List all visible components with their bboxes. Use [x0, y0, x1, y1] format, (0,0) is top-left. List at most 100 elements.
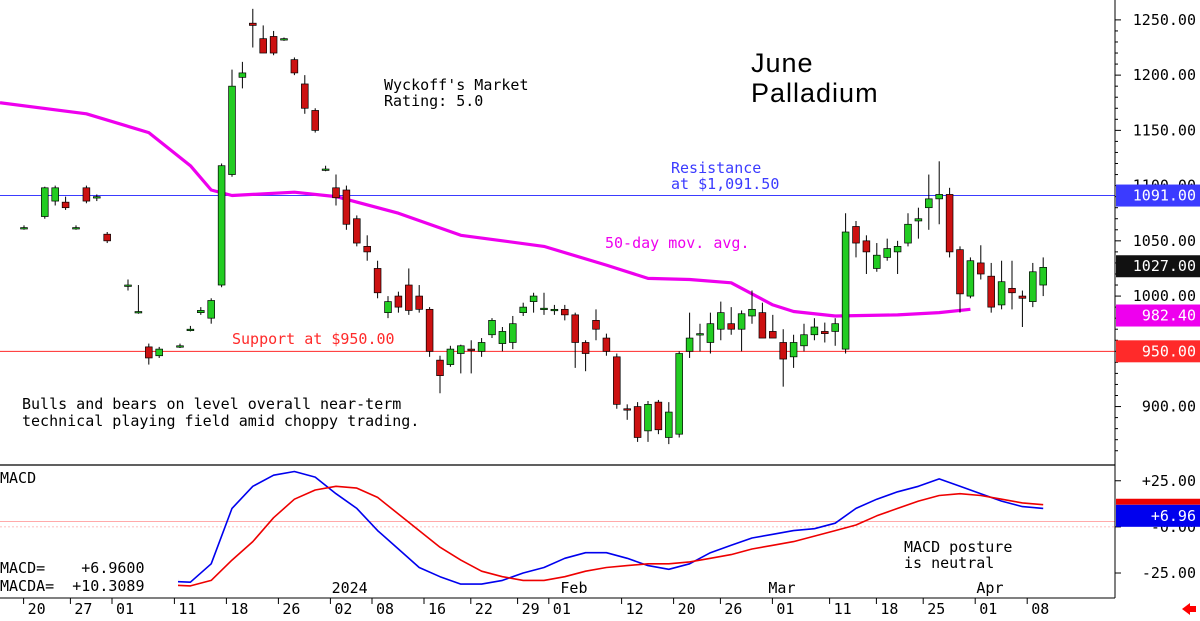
commentary-line-2: technical playing field amid choppy trad… — [22, 412, 419, 430]
date-axis-label: 20 — [678, 600, 696, 618]
date-axis-label: 11 — [178, 600, 196, 618]
candle-body-up — [685, 337, 694, 352]
candle-body-down — [405, 284, 413, 311]
resistance-tag-text: 1091.00 — [1133, 187, 1196, 205]
candle-body-down — [633, 406, 642, 438]
candle — [831, 318, 839, 346]
candle-body-down — [654, 401, 663, 431]
scroll-left-arrow-icon[interactable] — [1182, 603, 1196, 615]
moving-average-line — [0, 101, 971, 318]
candle-body-down — [852, 226, 860, 244]
candle-body-up — [914, 218, 923, 222]
period-label: Apr — [976, 579, 1003, 597]
candle-body-down — [571, 314, 579, 343]
candle — [186, 325, 195, 332]
candle-body-down — [145, 346, 153, 359]
date-axis-label: 01 — [116, 600, 134, 618]
price-axis-label: 1000.00 — [1133, 287, 1196, 305]
candle-body-down — [727, 323, 735, 330]
candle — [41, 186, 49, 219]
candle-body-down — [1018, 295, 1027, 299]
macd-readout: MACD= +6.9600 — [0, 559, 145, 577]
candle-body-up — [197, 310, 205, 313]
candle-body-up — [20, 227, 28, 230]
candle-body-up — [696, 333, 704, 336]
resistance-tag-box — [1116, 184, 1200, 207]
candle-body-down — [945, 194, 954, 253]
candle-body-up — [186, 328, 195, 331]
candle — [987, 262, 995, 313]
candle — [197, 307, 205, 315]
candle — [852, 220, 860, 258]
date-axis-label: 02 — [334, 600, 352, 618]
candle — [363, 235, 371, 261]
candle — [769, 314, 777, 339]
candle — [904, 213, 912, 247]
candle — [477, 338, 486, 357]
candle — [353, 215, 361, 247]
candle-body-up — [1039, 267, 1047, 286]
date-axis-label: 12 — [626, 600, 644, 618]
candle — [779, 329, 787, 387]
candle — [217, 163, 226, 288]
candle — [207, 298, 215, 324]
candle-body-up — [841, 231, 850, 350]
candle-body-up — [893, 246, 902, 253]
candle — [956, 246, 964, 313]
candle — [384, 296, 392, 319]
date-axis-label: 01 — [776, 600, 794, 618]
date-axis-label: 01 — [553, 600, 571, 618]
candle-body-down — [623, 408, 631, 411]
rating-label-line-2: Rating: 5.0 — [384, 92, 483, 110]
candle — [810, 318, 819, 341]
candle — [665, 402, 673, 445]
candle — [446, 345, 455, 367]
candle — [613, 353, 621, 409]
candle — [623, 404, 631, 420]
candle-body-down — [332, 187, 340, 199]
candle-body-down — [821, 331, 829, 334]
macd-series-macda — [106, 485, 1044, 587]
candle — [269, 30, 278, 56]
candle-body-up — [384, 301, 392, 313]
date-axis-label: 22 — [475, 600, 493, 618]
candle-body-down — [956, 249, 964, 295]
candle-body-down — [1008, 287, 1016, 294]
candle — [633, 402, 642, 442]
period-label: 2024 — [332, 579, 368, 597]
candle-body-down — [977, 262, 985, 275]
candle — [155, 346, 163, 358]
price-axis-label: 1050.00 — [1133, 232, 1196, 250]
candle — [259, 25, 267, 54]
candle-body-down — [82, 187, 91, 202]
candle — [997, 260, 1006, 310]
candle — [332, 174, 340, 206]
candle-body-up — [155, 348, 163, 357]
candle-body-down — [249, 22, 257, 26]
candle — [602, 333, 611, 356]
candle — [644, 401, 652, 442]
candle-body-up — [1029, 271, 1037, 302]
candle-body-up — [997, 281, 1006, 306]
support-tag: 950.00 — [1116, 340, 1200, 363]
candle — [342, 185, 351, 230]
date-axis-label: 11 — [834, 600, 852, 618]
candle-body-down — [61, 201, 70, 209]
macd-value-tag-box — [1116, 504, 1200, 527]
candle — [873, 243, 881, 272]
candle — [821, 322, 829, 343]
date-axis-label: 29 — [522, 600, 540, 618]
candle-body-down — [301, 83, 309, 109]
candle-body-up — [93, 196, 101, 199]
candle-body-up — [810, 326, 819, 336]
chart-title-line-2: Palladium — [751, 78, 879, 108]
support-tag-text: 950.00 — [1142, 342, 1196, 360]
commentary-line-1: Bulls and bears on level overall near-te… — [22, 395, 401, 413]
candle — [914, 207, 923, 239]
candle — [20, 225, 28, 230]
macda-readout: MACDA= +10.3089 — [0, 577, 145, 595]
candle — [238, 61, 247, 89]
resistance-label-line-1: Resistance — [671, 159, 761, 177]
candle-body-down — [862, 240, 871, 253]
support-tag-box — [1116, 340, 1200, 363]
